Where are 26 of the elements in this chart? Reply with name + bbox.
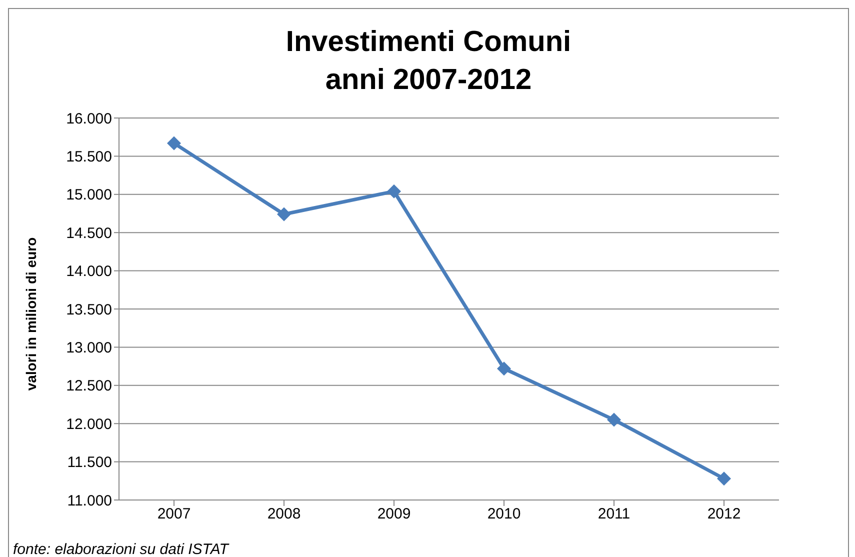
point [497, 362, 511, 376]
x-tick-label: 2010 [487, 506, 521, 523]
point [167, 136, 181, 150]
point [277, 207, 291, 222]
x-tick-label: 2012 [707, 506, 741, 523]
point [717, 472, 731, 486]
y-tick-label: 13.500 [66, 301, 112, 318]
x-tick-label: 2007 [157, 506, 191, 523]
y-tick-label: 15.000 [66, 186, 112, 204]
y-tick-label: 12.500 [66, 378, 112, 395]
y-axis-title: valori in milioni di euro [23, 237, 39, 391]
source-note: fonte: elaborazioni su dati ISTAT [13, 541, 228, 557]
y-tick-label: 11.000 [67, 492, 112, 510]
y-tick-label: 15.500 [66, 148, 112, 166]
point [607, 412, 621, 427]
x-tick-label: 2011 [598, 506, 630, 523]
y-tick-label: 14.500 [66, 224, 112, 242]
point [387, 184, 401, 198]
y-tick-label: 11.500 [67, 454, 112, 472]
x-tick-label: 2009 [377, 506, 411, 523]
y-tick-label: 16.000 [66, 110, 112, 128]
chart-title: Investimenti Comuni anni 2007-2012 [284, 25, 572, 98]
y-tick-label: 12.000 [66, 416, 112, 433]
x-tick-label: 2008 [267, 506, 301, 523]
y-tick-label: 14.000 [66, 263, 112, 280]
y-tick-label: 13.000 [66, 340, 112, 357]
